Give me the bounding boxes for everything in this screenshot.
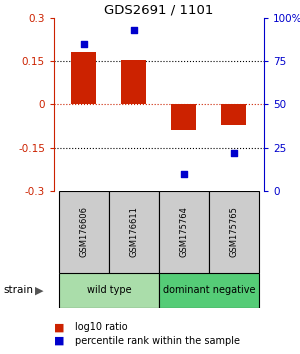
Bar (59, 273, 159, 308)
Text: log10 ratio: log10 ratio (75, 322, 128, 332)
Point (82, 41, 86, 46)
Title: GDS2691 / 1101: GDS2691 / 1101 (104, 4, 214, 17)
Text: dominant negative: dominant negative (163, 285, 255, 295)
Bar (172, 104, 197, 131)
Text: GSM176606: GSM176606 (80, 206, 88, 257)
Point (182, 171, 186, 177)
Text: strain: strain (3, 285, 33, 295)
Point (132, 27, 136, 33)
Bar (221, 104, 247, 125)
Bar (109, 191, 159, 273)
Text: GSM175765: GSM175765 (230, 206, 238, 257)
Bar (122, 59, 146, 104)
Point (232, 150, 236, 156)
Text: percentile rank within the sample: percentile rank within the sample (75, 336, 240, 346)
Bar (159, 191, 209, 273)
Text: ■: ■ (54, 336, 64, 346)
Text: ■: ■ (54, 322, 64, 332)
Bar (209, 191, 259, 273)
Text: GSM176611: GSM176611 (130, 206, 139, 257)
Bar (59, 191, 109, 273)
Bar (71, 52, 97, 104)
Text: GSM175764: GSM175764 (179, 206, 188, 257)
Bar (159, 273, 259, 308)
Text: ▶: ▶ (34, 285, 43, 295)
Text: wild type: wild type (87, 285, 131, 295)
